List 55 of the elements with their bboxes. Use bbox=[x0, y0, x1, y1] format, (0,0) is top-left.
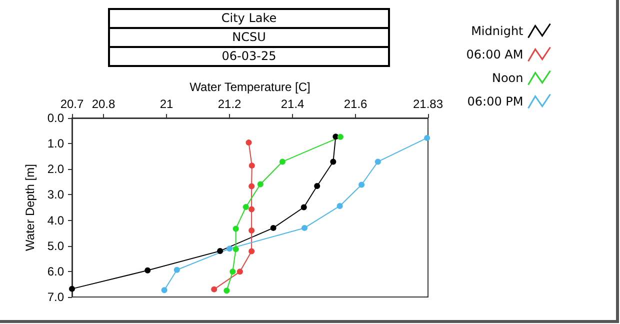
point bbox=[236, 268, 243, 275]
point bbox=[248, 162, 255, 169]
point bbox=[279, 158, 286, 165]
chart-title: City Lake bbox=[108, 8, 390, 29]
legend-label: 06:00 PM bbox=[467, 94, 524, 108]
y-tick-label: 2.0 bbox=[47, 162, 64, 176]
x-tick-label: 21.4 bbox=[280, 97, 305, 111]
x-tick-label: 21 bbox=[160, 97, 174, 111]
x-tick-label: 20.8 bbox=[92, 97, 116, 111]
x-tick-label: 21.2 bbox=[218, 97, 242, 111]
legend-label: Noon bbox=[492, 70, 524, 85]
point bbox=[248, 248, 255, 254]
point bbox=[144, 267, 151, 274]
point bbox=[226, 246, 233, 252]
point bbox=[300, 204, 307, 210]
point bbox=[424, 134, 430, 141]
point bbox=[230, 268, 236, 275]
point bbox=[69, 286, 75, 292]
point bbox=[217, 248, 224, 254]
point bbox=[211, 286, 218, 292]
point bbox=[330, 158, 336, 165]
point bbox=[257, 181, 264, 188]
point bbox=[224, 288, 230, 294]
point bbox=[302, 224, 308, 231]
text: 06-03-25 bbox=[108, 46, 390, 67]
y-tick-label: 0.0 bbox=[47, 111, 64, 125]
point bbox=[374, 158, 381, 165]
y-tick-label: 4.0 bbox=[47, 213, 64, 228]
y-tick-label: 6.0 bbox=[47, 264, 64, 278]
point bbox=[337, 134, 344, 140]
point bbox=[232, 246, 239, 252]
point bbox=[232, 226, 239, 232]
x-tick-label: 21.83 bbox=[412, 97, 444, 111]
point bbox=[246, 140, 252, 146]
y-tick-label: 7.0 bbox=[47, 290, 64, 304]
x-tick-label: 21.6 bbox=[344, 97, 368, 111]
x-tick-label: 20.7 bbox=[60, 97, 84, 111]
chart-subtitle: NCSU bbox=[108, 27, 390, 48]
point bbox=[314, 183, 320, 190]
point bbox=[174, 266, 180, 273]
point bbox=[242, 204, 249, 210]
y-axis-title: Water Depth [m] bbox=[23, 164, 37, 251]
legend-label: Midnight bbox=[471, 24, 524, 38]
y-tick-label: 5.0 bbox=[47, 238, 64, 253]
point bbox=[336, 202, 343, 209]
y-tick-label: 1.0 bbox=[47, 136, 64, 151]
point bbox=[248, 206, 255, 212]
point bbox=[358, 182, 365, 188]
point bbox=[248, 228, 255, 234]
y-tick-label: 3.0 bbox=[47, 188, 64, 202]
point bbox=[248, 183, 255, 190]
x-axis-title: Water Temperature [C] bbox=[190, 80, 310, 94]
point bbox=[161, 287, 168, 294]
point bbox=[270, 224, 276, 231]
legend-label: 06:00 AM bbox=[466, 47, 524, 62]
